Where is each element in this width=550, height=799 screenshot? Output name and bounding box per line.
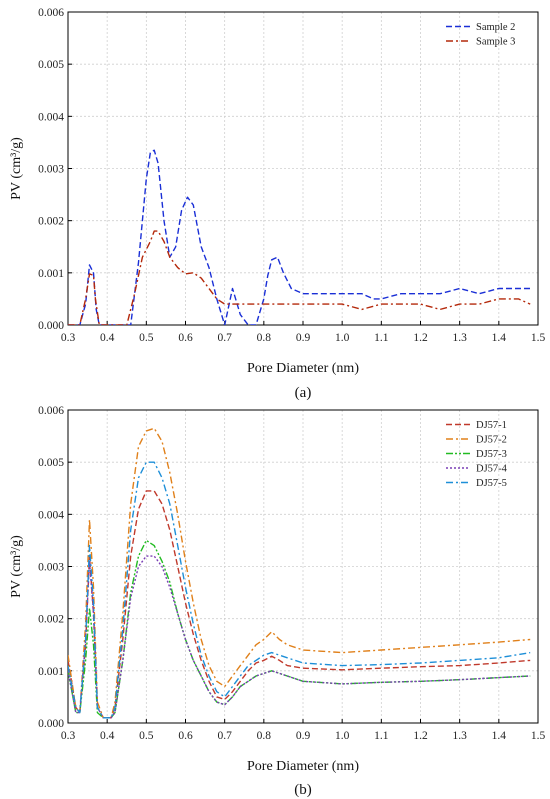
x-tick-label: 0.7 [217, 730, 232, 742]
x-tick-label: 1.4 [492, 332, 507, 344]
series-group [68, 149, 531, 325]
x-tick-label: 1.1 [374, 332, 389, 344]
y-axis-label: PV (cm³/g) [9, 137, 24, 200]
x-tick-label: 1.5 [531, 730, 546, 742]
x-tick-label: 0.7 [217, 332, 232, 344]
y-tick-label: 0.002 [38, 614, 64, 626]
x-tick-label: 0.6 [178, 730, 193, 742]
series-line-sample-2 [68, 149, 531, 325]
chart-a: 0.3 0.4 0.5 0.6 0.7 0.8 0.9 1.0 1.1 1.2 1.3 1.4 1.5 0… [9, 7, 545, 401]
y-tick-label: 0.000 [38, 320, 64, 332]
x-tick-label: 0.8 [257, 332, 272, 344]
legend-label: DJ57-4 [476, 464, 508, 475]
x-tick-label: 1.1 [374, 730, 389, 742]
x-tick-label: 1.0 [335, 332, 350, 344]
x-tick-label: 1.0 [335, 730, 350, 742]
y-tick-label: 0.005 [38, 59, 64, 71]
legend-label: Sample 2 [476, 22, 515, 33]
x-tick-label: 0.4 [100, 332, 115, 344]
series-line-dj57-1 [68, 490, 531, 719]
y-tick-label: 0.000 [38, 718, 64, 730]
y-tick-label: 0.002 [38, 216, 64, 228]
x-tick-label: 0.5 [139, 332, 154, 344]
y-tick-label: 0.005 [38, 457, 64, 469]
x-axis-label: Pore Diameter (nm) [247, 361, 359, 376]
x-tick-label: 0.8 [257, 730, 272, 742]
chart-caption: (b) [294, 782, 312, 798]
y-tick-label: 0.004 [38, 509, 64, 521]
x-tick-label: 1.4 [492, 730, 507, 742]
x-tick-label: 0.3 [61, 730, 76, 742]
legend-label: DJ57-2 [476, 435, 507, 446]
chart-caption: (a) [295, 385, 312, 401]
series-group [68, 427, 531, 719]
x-tick-label: 1.3 [452, 332, 467, 344]
y-tick-label: 0.006 [38, 7, 64, 19]
x-tick-label: 1.2 [413, 332, 428, 344]
y-tick-label: 0.003 [38, 164, 64, 176]
series-line-dj57-3 [68, 539, 531, 719]
y-tick-label: 0.006 [38, 405, 64, 417]
x-axis-label: Pore Diameter (nm) [247, 759, 359, 774]
legend-label: DJ57-3 [476, 449, 507, 460]
series-line-dj57-4 [68, 555, 531, 719]
y-tick-label: 0.001 [38, 268, 64, 280]
y-axis-label: PV (cm³/g) [9, 535, 24, 598]
x-tick-label: 1.3 [452, 730, 467, 742]
series-line-dj57-5 [68, 461, 531, 719]
x-tick-label: 1.5 [531, 332, 546, 344]
legend-label: Sample 3 [476, 37, 515, 48]
series-line-dj57-2 [68, 427, 531, 719]
y-tick-label: 0.001 [38, 666, 64, 678]
x-tick-label: 1.2 [413, 730, 428, 742]
x-tick-label: 0.9 [296, 730, 311, 742]
chart-b: 0.3 0.4 0.5 0.6 0.7 0.8 0.9 1.0 1.1 1.2 1.3 1.4 1.5 0… [9, 405, 545, 798]
y-tick-label: 0.004 [38, 111, 64, 123]
series-line-sample-3 [68, 230, 531, 325]
y-tick-label: 0.003 [38, 562, 64, 574]
x-tick-label: 0.5 [139, 730, 154, 742]
x-tick-label: 0.4 [100, 730, 115, 742]
legend-label: DJ57-1 [476, 420, 507, 431]
x-tick-label: 0.9 [296, 332, 311, 344]
x-tick-label: 0.6 [178, 332, 193, 344]
legend-label: DJ57-5 [476, 478, 507, 489]
x-tick-label: 0.3 [61, 332, 76, 344]
